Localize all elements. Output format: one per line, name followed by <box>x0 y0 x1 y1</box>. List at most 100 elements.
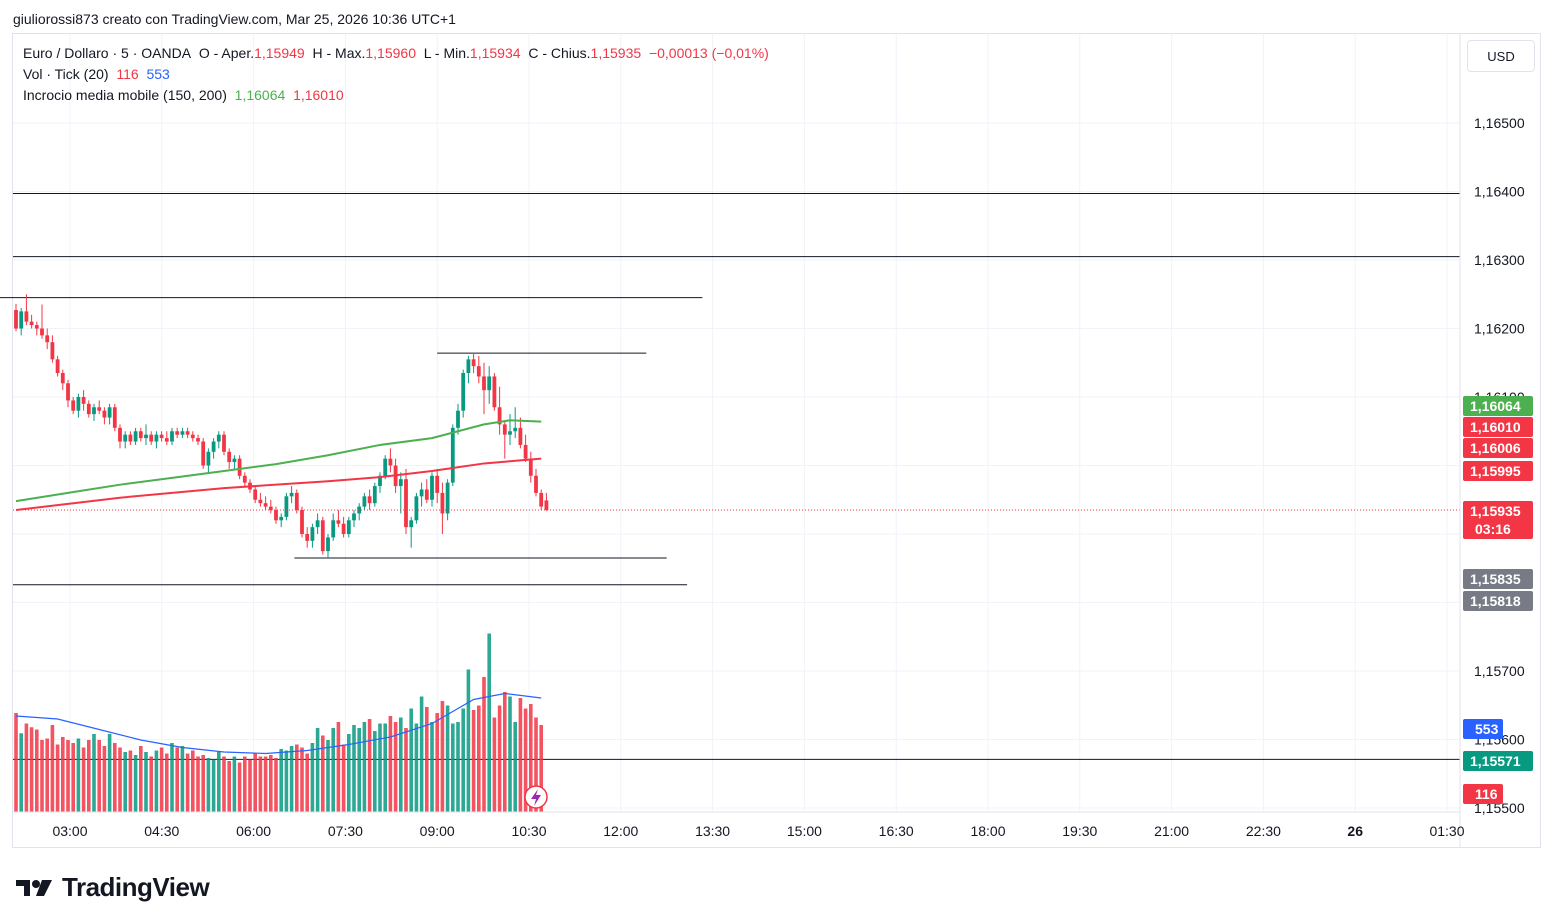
candle-body <box>258 499 263 504</box>
candle-body <box>450 427 455 483</box>
time-axis-tick: 06:00 <box>236 823 271 839</box>
volume-bar <box>279 749 283 812</box>
tradingview-wordmark: TradingView <box>62 872 210 902</box>
time-axis-tick: 09:00 <box>420 823 455 839</box>
volume-bar <box>315 728 320 812</box>
volume-bar <box>149 756 153 812</box>
candle-body <box>118 427 122 442</box>
countdown-label: 03:16 <box>1475 521 1511 537</box>
time-axis-tick: 18:00 <box>970 823 1005 839</box>
legend-low-label: L - Min. <box>423 45 470 61</box>
volume-bar <box>201 755 205 812</box>
time-axis-tick: 21:00 <box>1154 823 1189 839</box>
volume-bar <box>347 734 351 812</box>
candle-body <box>86 403 91 415</box>
candle-body <box>528 458 533 476</box>
volume-bar <box>435 713 439 812</box>
candle-body <box>362 496 367 507</box>
price-tag-vol <box>1463 784 1503 804</box>
candle-body <box>440 492 445 514</box>
volume-bar <box>404 728 408 812</box>
volume-bar <box>508 696 512 812</box>
candle-body <box>175 431 180 435</box>
candle-body <box>92 407 96 415</box>
time-axis-tick: 19:30 <box>1062 823 1097 839</box>
candle-body <box>372 486 377 504</box>
volume-value: 116 <box>116 66 139 82</box>
volume-bar <box>191 750 195 812</box>
candle-body <box>24 311 29 322</box>
legend-volume-row[interactable]: Vol · Tick (20) 116 553 <box>23 66 170 82</box>
candle-body <box>430 475 434 500</box>
volume-bar <box>66 740 70 812</box>
candle-body <box>315 520 320 528</box>
volume-bar <box>159 747 164 812</box>
candle-body <box>341 523 346 534</box>
volume-bar <box>492 717 497 812</box>
candle-body <box>123 434 128 442</box>
volume-bar <box>414 723 419 812</box>
price-axis-tick: 1,16400 <box>1474 184 1525 200</box>
candle-body <box>513 427 518 432</box>
price-tag-ma150 <box>1463 396 1533 416</box>
volume-bar <box>362 722 367 812</box>
volume-bar <box>393 722 398 812</box>
candle-body <box>45 335 50 343</box>
volume-bar <box>227 761 231 812</box>
volume-bar <box>144 752 148 812</box>
volume-bar <box>196 756 200 812</box>
price-tag-up <box>1463 751 1533 771</box>
volume-bar <box>81 747 86 812</box>
volume-bar <box>92 734 96 812</box>
legend-symbol[interactable]: Euro / Dollaro · 5 · OANDA <box>23 45 192 61</box>
currency-button[interactable]: USD <box>1467 40 1535 72</box>
volume-bar <box>425 707 429 812</box>
tradingview-logo[interactable]: TradingView <box>14 872 210 903</box>
volume-bar <box>40 740 44 812</box>
lightning-icon[interactable] <box>524 785 548 809</box>
candle-body <box>263 503 268 507</box>
volume-bar <box>451 723 455 812</box>
candle-body <box>357 506 362 514</box>
volume-ma-value: 553 <box>146 66 170 82</box>
candle-body <box>502 424 507 435</box>
candle-body <box>331 520 336 538</box>
candle-body <box>414 496 419 521</box>
volume-bar <box>477 705 481 812</box>
ma200-value: 1,16010 <box>293 87 344 103</box>
volume-bar <box>388 716 393 812</box>
legend-ma-row[interactable]: Incrocio media mobile (150, 200) 1,16064… <box>23 87 344 103</box>
price-tag-gray <box>1463 569 1533 589</box>
volume-bar <box>310 743 315 812</box>
volume-bar <box>258 756 263 812</box>
legend-ohlc-row: Euro / Dollaro · 5 · OANDA O - Aper.1,15… <box>23 45 769 61</box>
candle-body <box>190 434 195 439</box>
volume-bar <box>19 733 23 812</box>
candle-body <box>523 444 528 459</box>
candle-body <box>456 410 460 428</box>
candle-body <box>300 510 304 534</box>
candle-body <box>539 492 544 507</box>
price-tag-label: 1,16064 <box>1470 398 1521 414</box>
candle-body <box>107 407 112 418</box>
candle-body <box>352 513 356 521</box>
candle-body <box>185 431 190 435</box>
volume-bar <box>71 743 75 812</box>
volume-bar <box>139 746 143 812</box>
volume-bar <box>97 740 101 812</box>
time-axis-tick: 22:30 <box>1246 823 1281 839</box>
volume-bar <box>456 722 460 812</box>
price-tag-down <box>1463 461 1533 481</box>
volume-bar <box>367 719 372 812</box>
volume-bar <box>263 756 268 812</box>
candle-body <box>128 434 133 442</box>
volume-bar <box>50 725 55 812</box>
candle-body <box>419 489 424 497</box>
volume-bar <box>14 713 18 812</box>
candle-body <box>284 496 289 517</box>
volume-bar <box>326 740 330 812</box>
candle-body <box>268 506 273 511</box>
volume-bar <box>175 747 179 812</box>
candle-body <box>471 359 476 367</box>
